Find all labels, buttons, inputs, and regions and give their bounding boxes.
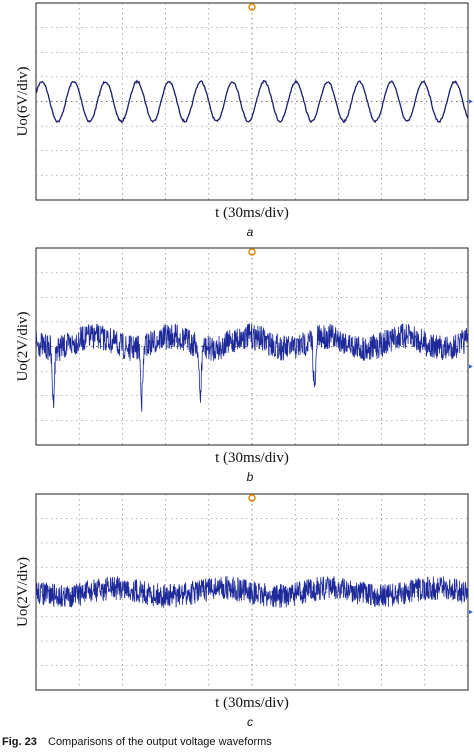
y-axis-label: Uo(6V/div) [15,67,31,137]
y-axis-label: Uo(2V/div) [15,557,31,627]
level-marker [469,99,473,104]
waveform [35,576,469,608]
trigger-marker [248,494,256,502]
y-axis-label: Uo(2V/div) [15,312,31,382]
x-axis-label: t (30ms/div) [215,205,289,221]
waveform [35,323,469,412]
x-axis-label: t (30ms/div) [215,450,289,466]
waveform [35,78,469,124]
trigger-marker [248,3,256,11]
panel-letter: a [247,225,254,239]
caption-label: Fig. 23 [2,736,37,748]
level-marker [469,364,473,369]
panel-letter: b [247,470,254,484]
trigger-marker [248,248,256,256]
level-marker [469,610,473,614]
caption-text: Comparisons of the output voltage wavefo… [48,736,272,748]
x-axis-label: t (30ms/div) [215,695,289,711]
panel-letter: c [247,715,253,729]
